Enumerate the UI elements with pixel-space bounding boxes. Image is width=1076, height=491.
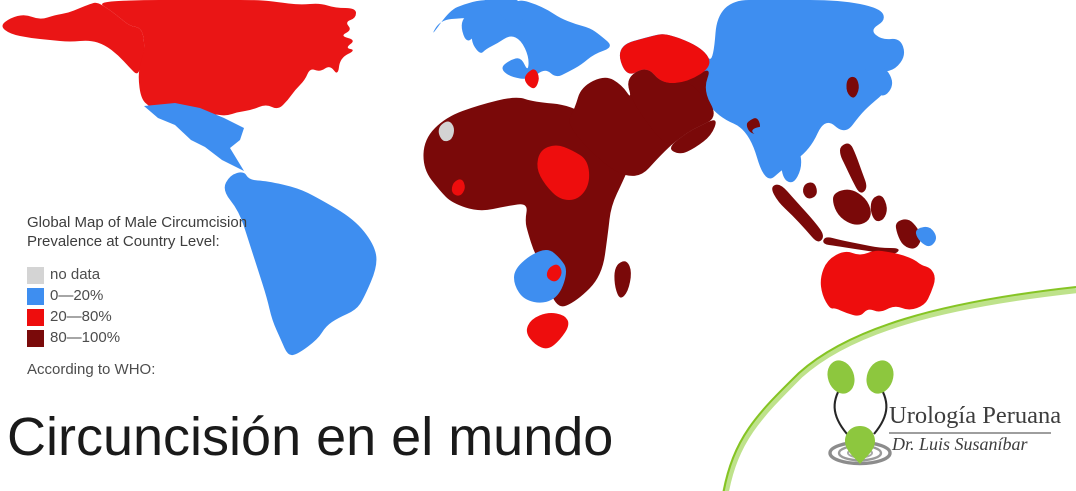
svg-text:Dr. Luis Susaníbar: Dr. Luis Susaníbar	[891, 434, 1029, 454]
svg-text:Urología Peruana: Urología Peruana	[889, 402, 1061, 429]
